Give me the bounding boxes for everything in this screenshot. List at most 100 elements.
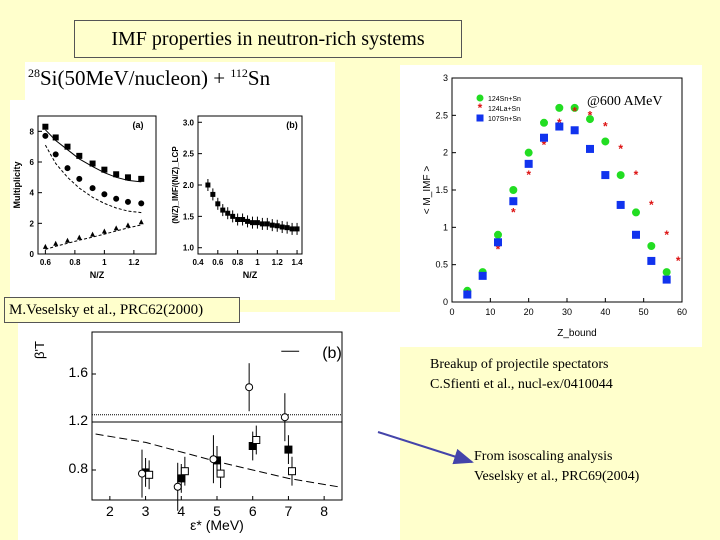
panel-bottom-point-0 xyxy=(177,474,186,483)
panel-bottom-xtick-label: 4 xyxy=(177,503,185,519)
panel-b-point xyxy=(220,207,226,213)
panel-a-point-triangles xyxy=(65,237,70,243)
panel-zbound-point-0 xyxy=(494,230,502,239)
panel-zbound-point-1: * xyxy=(572,105,577,119)
panel-zbound-point-0 xyxy=(647,242,656,250)
panel-zbound-point-0 xyxy=(601,137,610,146)
breakup-caption-line2: C.Sfienti et al., nucl-ex/0410044 xyxy=(430,377,613,392)
panel-a-ylabel: Multiplicity xyxy=(12,162,22,209)
panel-zbound-point-0 xyxy=(524,148,533,157)
mass-number-sn: 112 xyxy=(230,66,248,80)
panel-zbound-ytick-label: 2 xyxy=(443,148,448,158)
panel-bottom-xtick-label: 7 xyxy=(285,503,293,519)
panel-a-ytick-label: 2 xyxy=(30,219,35,228)
panel-bottom-ytick-label: 1.6 xyxy=(69,364,89,380)
panel-a-xtick-label: 1.2 xyxy=(128,258,140,267)
panel-zbound-legend-marker xyxy=(476,94,484,102)
panel-a-ytick-label: 8 xyxy=(30,127,35,136)
panel-zbound-point-2 xyxy=(616,200,625,209)
panel-zbound-point-1: * xyxy=(676,254,681,268)
panel-zbound-point-0 xyxy=(509,186,518,194)
panel-zbound-legend-marker xyxy=(476,114,484,122)
slide-title: IMF properties in neutron-rich systems xyxy=(74,20,462,58)
panel-zbound-point-0 xyxy=(570,103,579,112)
panel-zbound-point-0 xyxy=(555,103,564,112)
panel-zbound-xtick-label: 60 xyxy=(677,307,687,317)
panel-zbound-point-1: * xyxy=(542,138,547,152)
panel-a-point-triangles xyxy=(42,243,48,249)
panel-bottom-point-2 xyxy=(209,455,218,464)
panel-zbound-point-2 xyxy=(662,275,671,284)
panel-bottom-label: (b) xyxy=(322,345,342,362)
panel-a-curve-circles xyxy=(44,144,142,214)
panel-zbound-ytick-label: 3 xyxy=(443,73,448,83)
panel-bottom-point-1 xyxy=(252,436,261,444)
beam-energy: (50MeV/nucleon) + xyxy=(57,66,231,90)
panel-zbound-ytick-label: 1 xyxy=(443,222,448,232)
panel-bottom-point-1 xyxy=(288,467,296,476)
panel-b-point xyxy=(284,225,290,231)
panel-a-point-triangles xyxy=(113,225,119,231)
panel-zbound-point-1: * xyxy=(496,243,501,257)
panel-b-xlabel: N/Z xyxy=(243,270,258,280)
panel-b-xtick-label: 0.6 xyxy=(212,258,224,267)
panel-zbound-point-0 xyxy=(632,208,640,217)
panel-zbound-legend-text: 124Sn+Sn xyxy=(488,96,521,103)
panel-b-point xyxy=(225,210,231,216)
panel-zbound-point-0 xyxy=(616,171,625,180)
panel-zbound-legend-text: 124La+Sn xyxy=(488,106,520,113)
panel-zbound-point-2 xyxy=(586,144,594,153)
panel-b-point xyxy=(215,201,221,207)
panel-bottom-ytick-label: 0.8 xyxy=(69,460,89,476)
isoscaling-caption-line2: Veselsky et al., PRC69(2004) xyxy=(474,469,640,484)
panel-zbound-ytick-label: 1.5 xyxy=(435,185,448,195)
panel-zbound-xtick-label: 0 xyxy=(449,307,454,317)
energy-label: @600 AMeV xyxy=(585,94,665,110)
panel-b-ytick-label: 1.0 xyxy=(183,244,195,253)
isoscaling-caption-line1: From isoscaling analysis xyxy=(474,449,613,464)
panel-a-point-triangles xyxy=(90,231,96,237)
panel-a-point-circles xyxy=(89,185,96,192)
panel-zbound-point-2 xyxy=(601,171,610,180)
panel-zbound-point-2 xyxy=(570,126,579,135)
panel-zbound-point-2 xyxy=(647,256,656,265)
panel-zbound-ylabel: < M_IMF > xyxy=(422,166,433,215)
panel-bottom-point-2 xyxy=(173,482,182,491)
panel-zbound-xtick-label: 10 xyxy=(485,307,495,317)
panel-bottom-ylabel: β'T xyxy=(32,341,47,359)
panel-bottom-point-1 xyxy=(180,467,189,476)
panel-b-point xyxy=(240,217,246,222)
panel-a-xtick-label: 0.8 xyxy=(69,258,81,267)
panel-b-ytick-label: 2.5 xyxy=(183,150,195,159)
panel-a-point-circles xyxy=(64,165,71,172)
panel-b-point xyxy=(205,182,211,188)
panel-zbound-point-1: * xyxy=(511,205,516,219)
panel-a-point-triangles xyxy=(53,240,59,246)
isoscaling-caption: From isoscaling analysis Veselsky et al.… xyxy=(474,447,639,487)
panel-a-curve-triangles xyxy=(45,224,142,250)
panel-bottom-ytick-label: 1.2 xyxy=(69,412,89,428)
panel-a-point-circles xyxy=(42,132,49,139)
panel-bottom-point-2 xyxy=(280,413,289,422)
panel-zbound-point-2 xyxy=(494,238,502,247)
panel-bottom-point-2 xyxy=(138,469,146,478)
panel-bottom-xlabel: ε* (MeV) xyxy=(190,517,244,533)
panel-a-label: (a) xyxy=(133,120,144,130)
panel-b-ytick-label: 2.0 xyxy=(183,181,195,190)
panel-a-point-squares xyxy=(42,123,49,130)
panel-zbound-point-2 xyxy=(478,271,487,280)
panel-bottom-point-2 xyxy=(245,383,254,392)
panel-bottom-point-0 xyxy=(284,445,293,454)
panel-zbound-xtick-label: 20 xyxy=(524,307,534,317)
panel-zbound-legend-marker: * xyxy=(478,101,483,115)
panel-zbound-point-1: * xyxy=(618,142,623,156)
panel-bottom-xtick-label: 2 xyxy=(106,503,114,519)
panel-a-point-squares xyxy=(113,171,120,178)
panel-bottom-point-1 xyxy=(145,470,154,479)
panel-b-point xyxy=(274,223,280,229)
panel-a-point-circles xyxy=(52,151,59,158)
panel-b-point xyxy=(259,221,265,227)
panel-a-point-squares xyxy=(138,175,145,182)
panel-a-point-circles xyxy=(101,191,108,198)
mass-number-si: 28 xyxy=(28,66,40,80)
